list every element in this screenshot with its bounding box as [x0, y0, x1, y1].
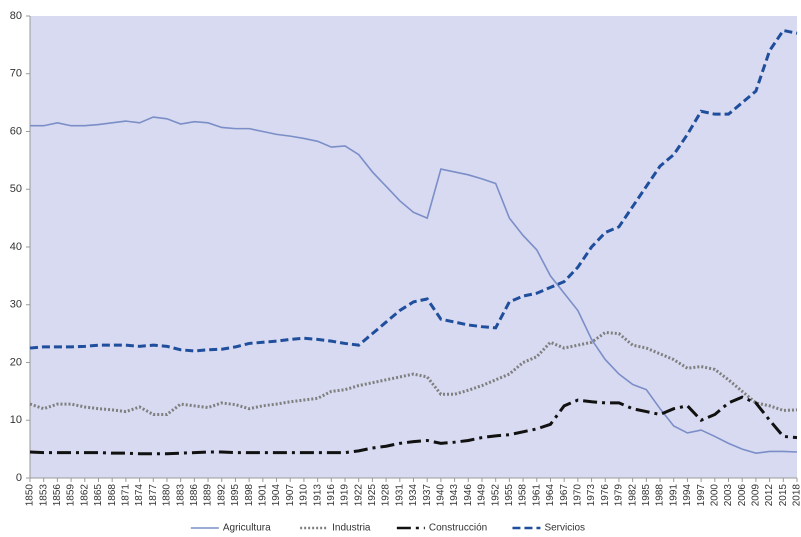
- x-tick-label: 1946: [463, 484, 474, 507]
- x-tick-label: 1919: [340, 484, 351, 507]
- x-tick-label: 1943: [449, 484, 460, 507]
- x-tick-label: 1922: [353, 484, 364, 507]
- x-tick-label: 1862: [79, 484, 90, 507]
- y-tick-label: 60: [10, 125, 22, 137]
- x-tick-label: 1967: [559, 484, 570, 507]
- x-tick-label: 1910: [299, 484, 310, 507]
- x-tick-label: 1871: [121, 484, 132, 507]
- legend-label: Agricultura: [223, 523, 271, 534]
- x-tick-label: 1997: [696, 484, 707, 507]
- series-line: [29, 330, 798, 416]
- x-tick-label: 1976: [600, 484, 611, 507]
- x-tick-label: 1865: [93, 484, 104, 507]
- legend-label: Industria: [332, 523, 371, 534]
- plot-area: [30, 16, 797, 478]
- x-tick-label: 1940: [436, 484, 447, 507]
- x-tick-label: 1994: [682, 484, 693, 507]
- x-tick-label: 1874: [134, 484, 145, 507]
- y-tick-label: 10: [10, 414, 22, 426]
- y-tick-label: 40: [10, 241, 22, 253]
- x-tick-label: 1925: [367, 484, 378, 507]
- legend-label: Servicios: [544, 523, 585, 534]
- x-tick-label: 1949: [477, 484, 488, 507]
- x-tick-label: 1973: [586, 484, 597, 507]
- x-tick-label: 1982: [627, 484, 638, 507]
- x-tick-label: 1883: [175, 484, 186, 507]
- y-tick-label: 50: [10, 183, 22, 195]
- x-tick-label: 1931: [394, 484, 405, 507]
- x-tick-label: 2006: [737, 484, 748, 507]
- x-tick-label: 1913: [312, 484, 323, 507]
- x-tick-label: 1937: [422, 484, 433, 507]
- x-tick-label: 1952: [490, 484, 501, 507]
- x-tick-label: 1934: [408, 484, 419, 507]
- x-tick-label: 1961: [531, 484, 542, 507]
- x-tick-label: 1901: [257, 484, 268, 507]
- x-tick-label: 1868: [107, 484, 118, 507]
- x-tick-label: 1985: [641, 484, 652, 507]
- series-line: [29, 395, 798, 456]
- x-tick-label: 2009: [751, 484, 762, 507]
- x-tick-label: 1907: [285, 484, 296, 507]
- x-tick-label: 1916: [326, 484, 337, 507]
- x-tick-label: 1889: [203, 484, 214, 507]
- x-tick-label: 2012: [764, 484, 775, 507]
- x-tick-label: 1892: [216, 484, 227, 507]
- x-tick-label: 2000: [709, 484, 720, 507]
- x-tick-label: 1928: [381, 484, 392, 507]
- series-line: [30, 116, 798, 454]
- series-line: [29, 28, 798, 353]
- x-tick-label: 1970: [572, 484, 583, 507]
- x-tick-label: 1895: [230, 484, 241, 507]
- x-tick-label: 1991: [668, 484, 679, 507]
- x-tick-label: 1904: [271, 484, 282, 507]
- x-tick-label: 1853: [38, 484, 49, 507]
- x-tick-label: 1955: [504, 484, 515, 507]
- legend-label: Construcción: [429, 523, 487, 534]
- y-tick-label: 0: [16, 472, 22, 484]
- x-tick-label: 1958: [518, 484, 529, 507]
- x-tick-label: 1886: [189, 484, 200, 507]
- x-tick-label: 1880: [162, 484, 173, 507]
- x-tick-label: 1898: [244, 484, 255, 507]
- x-tick-label: 1964: [545, 484, 556, 507]
- y-tick-label: 80: [10, 10, 22, 22]
- y-tick-label: 30: [10, 299, 22, 311]
- x-tick-label: 1856: [52, 484, 63, 507]
- x-tick-label: 1859: [66, 484, 77, 507]
- x-tick-label: 1850: [25, 484, 36, 507]
- x-tick-label: 2003: [723, 484, 734, 507]
- x-tick-label: 1988: [655, 484, 666, 507]
- y-tick-label: 20: [10, 356, 22, 368]
- x-tick-label: 1877: [148, 484, 159, 507]
- x-tick-label: 2015: [778, 484, 789, 507]
- x-tick-label: 1979: [614, 484, 625, 507]
- y-tick-label: 70: [10, 68, 22, 80]
- x-tick-label: 2018: [792, 484, 801, 507]
